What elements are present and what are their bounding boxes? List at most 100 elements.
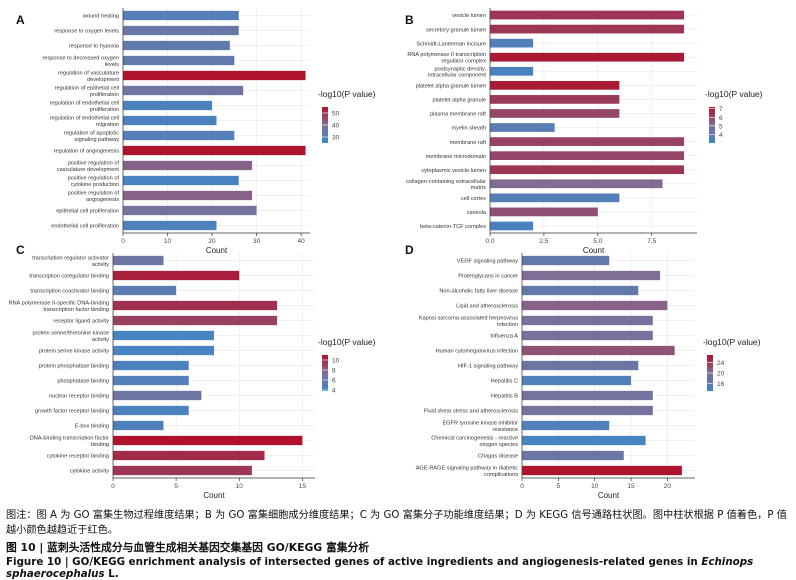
category-label: membrane microdomain: [426, 154, 486, 160]
bar: [490, 80, 620, 90]
category-label-line: cytokine activity: [70, 469, 109, 475]
category-label-line: wound healing: [82, 14, 119, 20]
category-label: response to hypoxia: [69, 44, 120, 50]
bar: [490, 24, 685, 34]
x-tick-label: 10: [591, 483, 599, 490]
category-label: beta-catenin-TCF complex: [420, 224, 486, 230]
bar: [490, 66, 534, 76]
category-label-line: positive regulation of: [68, 191, 120, 197]
x-axis-title: Count: [598, 491, 620, 500]
bar: [123, 40, 230, 51]
category-label: Fluid shear stress and atherosclerosis: [424, 409, 518, 415]
category-label-line: transcription coactivator binding: [30, 289, 109, 295]
category-label-line: vasculature development: [57, 167, 120, 173]
bar: [490, 38, 534, 48]
category-label: Hepatitis B: [491, 394, 518, 400]
legend-tick-label: 50: [332, 111, 340, 118]
category-label-line: positive regulation of: [68, 176, 120, 182]
x-tick-label: 10: [236, 483, 244, 490]
category-label-line: oxygen species: [479, 442, 518, 448]
category-label-line: cell cortex: [461, 196, 486, 202]
bar: [522, 465, 682, 476]
bar: [490, 52, 685, 62]
category-label-line: myelin sheath: [451, 126, 486, 132]
figure-title-english-suffix: L.: [104, 568, 119, 580]
category-label-line: regulation of angiogenesis: [54, 149, 120, 155]
legend-colorbar: [322, 355, 328, 391]
category-label-line: response to decreased oxygen: [43, 56, 120, 62]
category-label: postsynaptic density, intracellular compo…: [428, 66, 486, 78]
bar: [123, 190, 253, 201]
legend-tick-label: 10: [332, 358, 340, 365]
category-label-line: cytokine production: [71, 182, 119, 188]
category-label-line: beta-catenin-TCF complex: [420, 224, 486, 230]
x-tick-label: 2.5: [539, 238, 548, 245]
category-label-line: epithelial cell proliferation: [56, 209, 119, 215]
panel-letter: B: [405, 13, 414, 27]
color-legend: -log10(P value) 7 65 4: [705, 89, 763, 143]
category-label: Schmidt-Lanterman incisure: [416, 41, 486, 47]
category-label: cytoplasmic vesicle lumen: [421, 168, 486, 174]
bar: [490, 151, 685, 161]
category-label: myelin sheath: [451, 126, 486, 132]
bar: [522, 420, 610, 431]
category-label: VEGF signaling pathway: [457, 259, 518, 265]
category-label-line: binding: [91, 442, 109, 448]
category-label: positive regulation of vasculature develo…: [57, 161, 120, 173]
legend-tick-label: 30: [332, 135, 340, 142]
x-tick-label: 15: [627, 483, 635, 490]
x-tick-label: 20: [208, 238, 216, 245]
bar: [490, 137, 685, 146]
bar: [522, 390, 653, 401]
category-label-line: migration: [96, 122, 119, 128]
category-label-line: secretory granule lumen: [426, 27, 486, 33]
bar: [522, 405, 653, 416]
category-label-line: regulation of epithelial cell: [55, 86, 119, 92]
category-label: positive regulation of angiogenesis: [68, 191, 120, 203]
bar: [113, 435, 303, 446]
bar: [123, 175, 239, 186]
category-label-line: AGE-RAGE signaling pathway in diabetic: [416, 466, 518, 472]
species-name: Echinops sphaerocephalus: [6, 556, 754, 580]
category-label-line: transcription regulator activator: [32, 256, 109, 262]
legend-tick-label: 7: [719, 106, 723, 113]
category-label-line: cytoplasmic vesicle lumen: [421, 168, 486, 174]
bar: [113, 375, 189, 386]
category-label: epithelial cell proliferation: [56, 209, 119, 215]
category-label: RNA polymerase II transcription regulator…: [407, 52, 486, 64]
category-label-line: activity: [92, 262, 109, 268]
category-label-line: Kaposi sarcoma-associated herpesvirus: [419, 316, 518, 322]
category-label: caveola: [467, 210, 487, 216]
legend-tick-label: 5: [719, 123, 723, 130]
bar: [522, 345, 675, 356]
category-label-line: nuclear receptor binding: [49, 394, 109, 400]
legend-title: -log10(P value): [318, 337, 376, 347]
bar: [113, 405, 189, 416]
x-tick-label: 30: [253, 238, 261, 245]
bar: [522, 270, 661, 281]
category-label: nuclear receptor binding: [49, 394, 109, 400]
legend-tick-label: 40: [332, 123, 340, 130]
x-tick-label: 0: [520, 483, 524, 490]
legend-title: -log10(P value): [705, 89, 763, 99]
category-label-line: Human cytomegalovirus infection: [436, 349, 518, 355]
category-label-line: levels: [105, 62, 120, 68]
category-label-line: regulation of vasculature: [58, 71, 119, 77]
category-label-line: plasma membrane raft: [430, 112, 486, 118]
panel-letter: C: [16, 243, 25, 257]
category-label-line: positive regulation of: [68, 161, 120, 167]
legend-tick-label: 4: [719, 132, 723, 139]
color-legend: -log10(P value) 24 20 16: [703, 337, 761, 391]
category-label-line: Influenza A: [490, 334, 518, 340]
category-label: transcription coactivator binding: [30, 289, 109, 295]
category-label-line: matrix: [471, 185, 486, 191]
category-label: transcription coregulator binding: [29, 274, 109, 280]
category-label: cytokine activity: [70, 469, 109, 475]
category-label: DNA-binding transcription factor binding: [30, 436, 109, 448]
category-label-line: growth factor receptor binding: [35, 409, 109, 415]
category-label-line: RNA polymerase II transcription: [407, 52, 486, 58]
bar: [522, 300, 668, 311]
legend-title: -log10(P value): [703, 337, 761, 347]
figure-title-english-text: Figure 10 | GO/KEGG enrichment analysis …: [6, 556, 702, 568]
category-label-line: angiogenesis: [86, 197, 119, 203]
